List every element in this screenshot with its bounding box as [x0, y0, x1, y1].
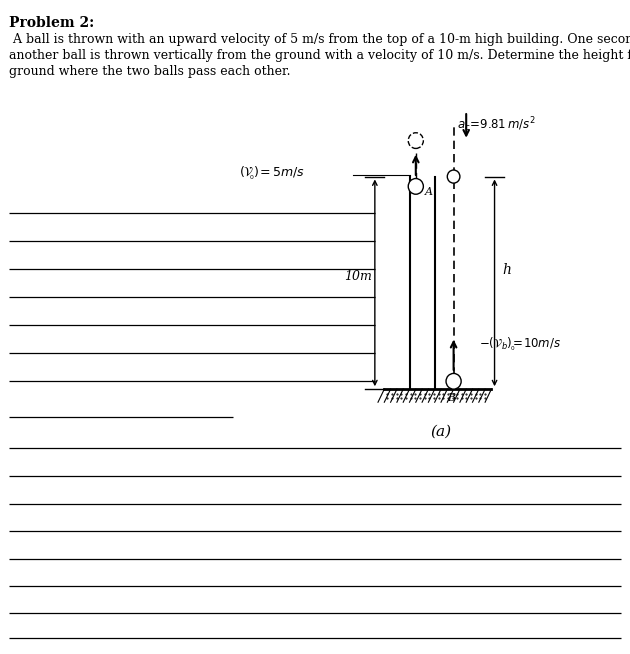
Text: A: A: [425, 186, 433, 197]
Text: ground where the two balls pass each other.: ground where the two balls pass each oth…: [9, 65, 291, 78]
Text: $-({\cal V}_b)_{\!_0}\!\!=\!10m/s$: $-({\cal V}_b)_{\!_0}\!\!=\!10m/s$: [479, 336, 561, 353]
Text: another ball is thrown vertically from the ground with a velocity of 10 m/s. Det: another ball is thrown vertically from t…: [9, 49, 630, 62]
Circle shape: [447, 170, 460, 183]
Text: (a): (a): [430, 424, 452, 439]
Circle shape: [408, 133, 423, 148]
Text: B: B: [447, 392, 455, 403]
Text: Problem 2:: Problem 2:: [9, 16, 95, 30]
Text: $a_c\!=\!9.81\,m/s^2$: $a_c\!=\!9.81\,m/s^2$: [457, 115, 536, 133]
Text: $({\cal V}\!_{_{\!0}})_{\!}=5m/s$: $({\cal V}\!_{_{\!0}})_{\!}=5m/s$: [239, 165, 305, 182]
Text: A ball is thrown with an upward velocity of 5 m/s from the top of a 10-m high bu: A ball is thrown with an upward velocity…: [9, 33, 630, 46]
Text: h: h: [502, 263, 511, 277]
Circle shape: [408, 179, 423, 194]
Circle shape: [446, 373, 461, 389]
Text: 10m: 10m: [344, 270, 372, 283]
